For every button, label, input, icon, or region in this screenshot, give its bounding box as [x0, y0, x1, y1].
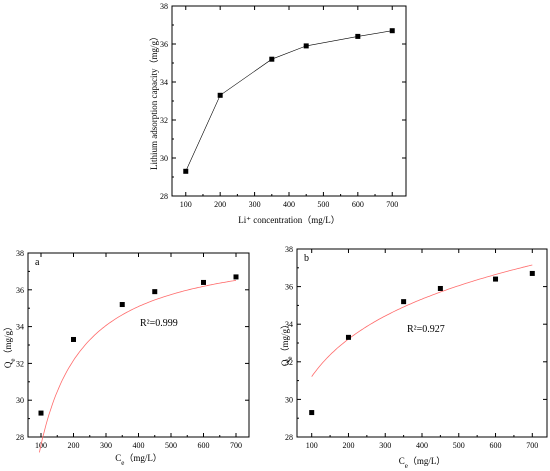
data-point: [217, 92, 223, 98]
r-squared-label: R²=0.999: [140, 318, 178, 329]
data-point: [269, 56, 275, 62]
y-tick-label: 36: [160, 40, 168, 49]
y-tick-label: 28: [285, 433, 293, 442]
y-tick-label: 32: [16, 359, 24, 368]
x-axis-label: Ce（mg/L）: [399, 456, 446, 470]
y-tick-label: 30: [285, 395, 293, 404]
data-point: [345, 334, 351, 340]
x-tick-label: 400: [283, 200, 295, 209]
x-tick-label: 200: [68, 441, 80, 450]
x-tick-label: 600: [490, 441, 502, 450]
y-tick-label: 38: [160, 2, 168, 11]
data-point: [355, 33, 361, 39]
y-tick-label: 36: [16, 286, 24, 295]
plot-frame: [27, 252, 250, 438]
y-tick-label: 34: [285, 320, 293, 329]
data-point: [437, 285, 443, 291]
x-tick-label: 300: [249, 200, 261, 209]
fit-curve: [39, 280, 237, 453]
y-axis-label: Qe（mg/g）: [280, 320, 294, 366]
chart-panel-3: 100 200 300 400 500 600 700 28 30 32 34 36 38 Ce（mg/L…: [280, 245, 548, 470]
x-tick-label: 100: [306, 441, 318, 450]
x-tick-label: 300: [379, 441, 391, 450]
x-axis-label: Li⁺ concentration（mg/L）: [238, 215, 339, 225]
y-tick-label: 30: [160, 154, 168, 163]
data-point: [38, 410, 44, 416]
y-axis-label: Qe（mg/g）: [3, 322, 17, 368]
y-tick-label: 36: [285, 283, 293, 292]
x-tick-label: 500: [165, 441, 177, 450]
x-tick-label: 600: [198, 441, 210, 450]
y-tick-label: 34: [16, 323, 24, 332]
chart-panel-1: 100 200 300 400 500 600 700 28 30 32 34 36 38 Li⁺ con…: [149, 2, 407, 225]
x-tick-label: 200: [342, 441, 354, 450]
x-tick-label: 500: [317, 200, 329, 209]
data-point: [71, 336, 76, 342]
x-axis-label: Ce（mg/L）: [115, 453, 162, 467]
data-point: [183, 168, 189, 174]
y-axis-label: Lithium adsorption capacity（mg/g）: [149, 32, 159, 170]
y-tick-label: 32: [160, 116, 168, 125]
panel-label: b: [304, 253, 309, 264]
x-tick-label: 400: [416, 441, 428, 450]
fit-curve: [311, 264, 533, 377]
data-point: [303, 43, 309, 49]
data-point: [119, 302, 125, 308]
y-tick-label: 28: [16, 433, 24, 442]
y-tick-label: 28: [160, 192, 168, 201]
x-tick-label: 700: [230, 441, 242, 450]
y-tick-label: 38: [285, 245, 293, 254]
plot-frame: [296, 248, 548, 438]
x-tick-label: 500: [453, 441, 465, 450]
y-tick-label: 32: [285, 358, 293, 367]
chart-panel-2: 100 200 300 400 500 600 700283032343638Ce（mg/L…: [3, 249, 250, 467]
y-tick-label: 38: [16, 249, 24, 258]
data-point: [529, 270, 535, 276]
y-tick-label: 30: [16, 396, 24, 405]
data-point: [389, 28, 395, 34]
x-tick-label: 700: [526, 441, 538, 450]
r-squared-label: R²=0.927: [407, 324, 445, 335]
data-point: [152, 289, 158, 295]
x-tick-label: 100: [180, 200, 192, 209]
x-tick-label: 300: [100, 441, 112, 450]
panel-label: a: [35, 257, 40, 268]
y-tick-label: 34: [160, 78, 168, 87]
x-tick-label: 400: [133, 441, 145, 450]
data-point: [401, 299, 407, 305]
x-tick-label: 600: [352, 200, 364, 209]
data-point: [493, 276, 499, 282]
data-point: [233, 274, 239, 280]
series-line: [185, 30, 393, 172]
x-tick-label: 200: [214, 200, 226, 209]
x-tick-label: 700: [386, 200, 398, 209]
data-point: [201, 279, 206, 285]
data-point: [309, 410, 315, 416]
